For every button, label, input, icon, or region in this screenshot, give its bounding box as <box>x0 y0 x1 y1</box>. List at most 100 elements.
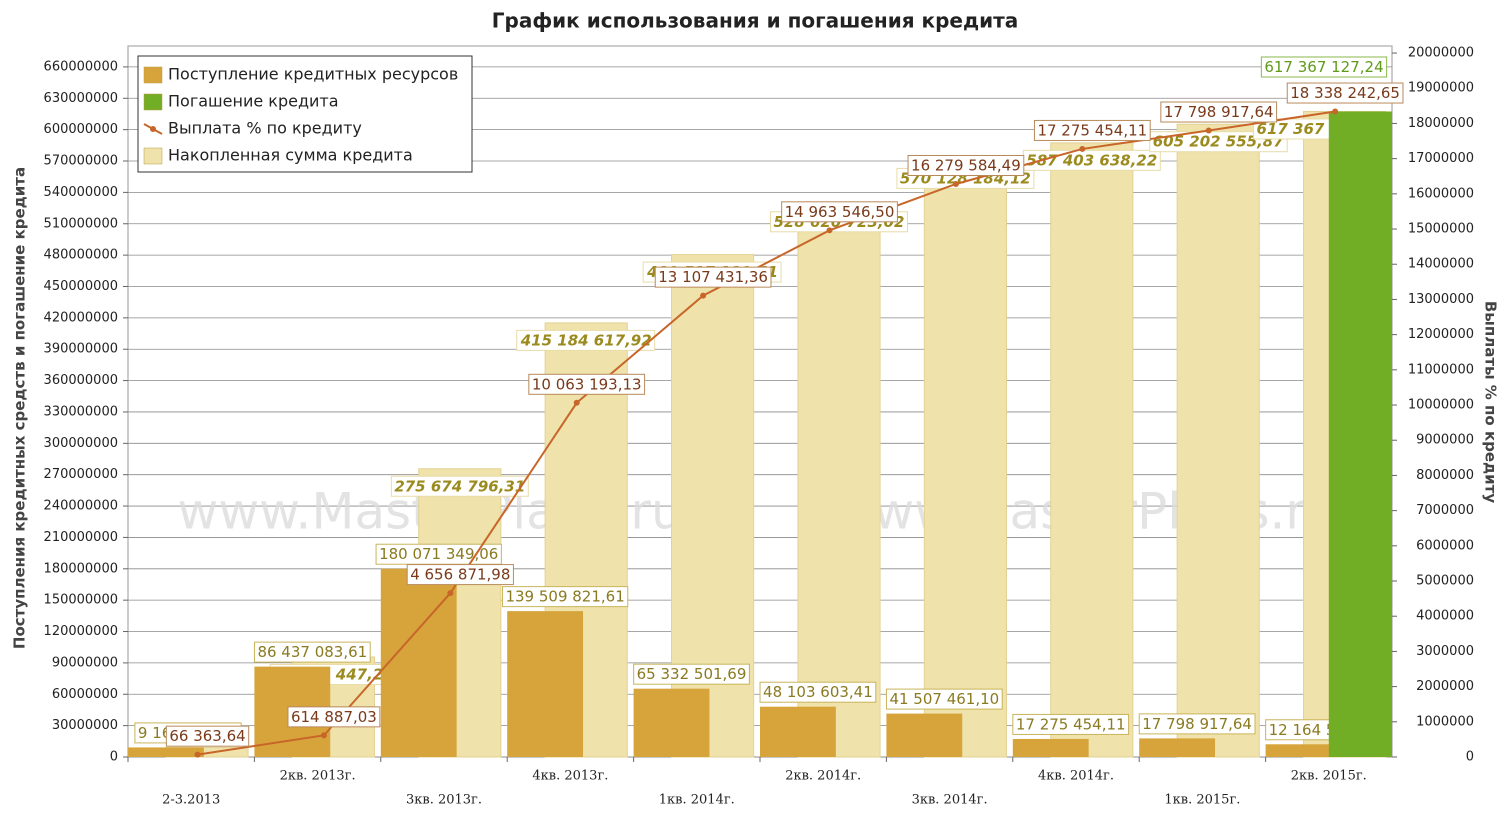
y-tick-label: 450000000 <box>44 279 118 294</box>
value-label: 17 275 454,11 <box>1033 119 1151 141</box>
value-label: 139 509 821,61 <box>501 586 629 608</box>
value-label-text: 4 656 871,98 <box>410 566 510 584</box>
y2-tick-label: 20000000 <box>1408 46 1474 61</box>
x-tick-label: 4кв. 2013г. <box>532 769 608 784</box>
bar <box>1328 111 1392 757</box>
y-tick-label: 0 <box>110 750 118 765</box>
value-label: 180 071 349,06 <box>375 543 502 565</box>
value-label-box <box>501 586 629 608</box>
bar <box>1265 744 1342 757</box>
value-label: 16 279 584,49 <box>907 154 1025 176</box>
value-label-text: 17 798 917,64 <box>1164 103 1274 121</box>
y-tick-label: 120000000 <box>44 624 118 639</box>
y-tick-label: 360000000 <box>44 373 118 388</box>
value-label-text: 14 963 546,50 <box>785 203 895 221</box>
value-label-box <box>1033 119 1151 141</box>
value-label-box <box>781 201 898 223</box>
value-label-box <box>287 706 381 728</box>
value-label-text: 617 367 127,24 <box>1264 58 1383 76</box>
value-label: 14 963 546,50 <box>781 201 898 223</box>
value-label-text: 587 403 638,22 <box>1026 151 1157 169</box>
bar <box>1050 142 1134 758</box>
y-tick-label: 180000000 <box>44 561 118 576</box>
bar <box>507 611 584 757</box>
value-label-text: 86 437 083,61 <box>257 643 367 661</box>
line-marker <box>700 292 707 299</box>
value-label-box <box>759 681 877 703</box>
legend-swatch <box>143 147 163 165</box>
y2-tick-label: 2000000 <box>1416 679 1474 694</box>
y2-tick-label: 16000000 <box>1408 186 1474 201</box>
value-label-box <box>516 329 656 351</box>
bar <box>380 568 457 757</box>
x-tick-label: 2кв. 2015г. <box>1291 769 1367 784</box>
value-label: 13 107 431,36 <box>654 266 772 288</box>
value-label: 614 887,03 <box>287 706 381 728</box>
bar <box>633 688 710 757</box>
y2-tick-label: 18000000 <box>1408 116 1474 131</box>
y2-tick-label: 3000000 <box>1416 644 1474 659</box>
y2-tick-label: 5000000 <box>1416 574 1474 589</box>
value-label-text: 16 279 584,49 <box>911 156 1021 174</box>
bar <box>1176 123 1260 758</box>
value-label: 605 202 555,87 <box>1149 131 1288 153</box>
value-label-box <box>1286 82 1404 104</box>
value-label: 41 507 461,10 <box>885 688 1003 710</box>
value-label-box <box>253 641 371 663</box>
legend-label: Поступление кредитных ресурсов <box>168 65 458 84</box>
y-tick-label: 390000000 <box>44 342 118 357</box>
line-marker <box>1079 145 1086 152</box>
x-tick-label: 3кв. 2014г. <box>912 793 988 808</box>
value-label: 10 063 193,13 <box>528 373 646 395</box>
line-marker <box>194 751 201 758</box>
value-label-text: 66 363,64 <box>169 727 245 745</box>
value-label-text: 13 107 431,36 <box>658 268 768 286</box>
y-tick-label: 270000000 <box>44 467 118 482</box>
line-marker <box>1205 127 1212 134</box>
value-label: 17 798 917,64 <box>1160 101 1278 123</box>
y-tick-label: 90000000 <box>52 655 118 670</box>
line-marker <box>447 590 454 597</box>
x-tick-label: 4кв. 2014г. <box>1038 769 1114 784</box>
y2-tick-label: 12000000 <box>1408 327 1474 342</box>
y2-tick-label: 14000000 <box>1408 257 1474 272</box>
value-label: 415 184 617,92 <box>516 329 656 351</box>
y-tick-label: 330000000 <box>44 404 118 419</box>
value-label-text: 605 202 555,87 <box>1153 133 1285 151</box>
y2-tick-label: 17000000 <box>1408 151 1474 166</box>
line-marker <box>320 732 327 739</box>
value-label-text: 180 071 349,06 <box>379 545 498 563</box>
legend-swatch <box>143 66 163 84</box>
y-tick-label: 630000000 <box>44 91 118 106</box>
value-label: 4 656 871,98 <box>406 564 514 586</box>
y2-tick-label: 10000000 <box>1408 398 1474 413</box>
y-axis-title: Поступления кредитных средств и погашени… <box>11 167 29 649</box>
x-tick-label: 1кв. 2015г. <box>1164 793 1240 808</box>
y-tick-label: 420000000 <box>44 310 118 325</box>
y2-tick-label: 11000000 <box>1408 362 1474 377</box>
y-tick-label: 570000000 <box>44 154 118 169</box>
y2-tick-label: 15000000 <box>1408 222 1474 237</box>
y2-tick-label: 9000000 <box>1416 433 1474 448</box>
value-label-text: 415 184 617,92 <box>520 331 652 349</box>
value-label-box <box>165 725 250 747</box>
value-label-box <box>390 475 529 497</box>
bar <box>1012 738 1089 757</box>
value-label-text: 48 103 603,41 <box>763 683 873 701</box>
line-marker <box>826 227 833 234</box>
y-tick-label: 150000000 <box>44 593 118 608</box>
value-label-box <box>406 564 514 586</box>
value-label: 275 674 796,31 <box>390 475 529 497</box>
value-label: 17 798 917,64 <box>1138 713 1256 735</box>
legend-label: Накопленная сумма кредита <box>168 146 413 165</box>
value-label-text: 614 887,03 <box>291 708 377 726</box>
value-label: 617 367 127,24 <box>1260 56 1388 78</box>
y2-tick-label: 8000000 <box>1416 468 1474 483</box>
y-tick-label: 660000000 <box>44 59 118 74</box>
x-tick-label: 2кв. 2014г. <box>785 769 861 784</box>
value-label-box <box>1149 131 1288 153</box>
value-label: 48 103 603,41 <box>759 681 877 703</box>
chart-title: График использования и погашения кредита <box>492 9 1018 33</box>
value-label-box <box>633 663 750 685</box>
legend-swatch <box>143 93 163 111</box>
